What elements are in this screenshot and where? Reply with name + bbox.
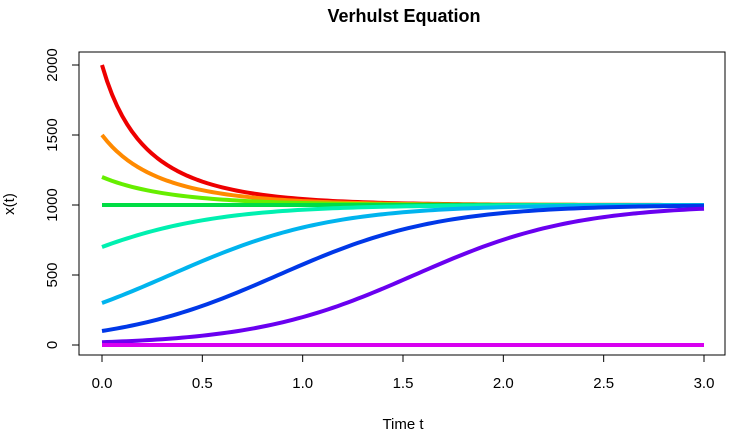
x-axis: 0.0 0.5 1.0 1.5 2.0 2.5 3.0 [92,354,715,392]
series-line-8 [101,206,705,345]
x-tick-label: 3.0 [694,375,715,392]
series-line-7 [101,203,705,333]
x-tick-label: 0.0 [92,375,113,392]
x-tick-label: 1.5 [393,375,414,392]
y-tick-label: 500 [44,262,61,287]
x-tick-label: 1.0 [292,375,313,392]
series-layer [100,64,705,347]
x-tick-label: 0.5 [192,375,213,392]
series-line-1 [100,64,704,207]
x-tick-label: 2.0 [493,375,514,392]
y-tick-label: 2000 [44,48,61,81]
x-axis-label: Time t [382,416,424,433]
chart-title: Verhulst Equation [327,6,480,26]
y-axis-label: x(t) [1,193,18,215]
y-tick-label: 1000 [44,188,61,221]
x-tick-label: 2.5 [593,375,614,392]
series-line-2 [100,133,704,207]
series-line-6 [101,203,705,305]
series-line-3 [101,175,704,207]
y-tick-label: 1500 [44,118,61,151]
y-tick-label: 0 [44,341,61,349]
y-axis: 0 500 1000 1500 2000 [44,48,80,349]
